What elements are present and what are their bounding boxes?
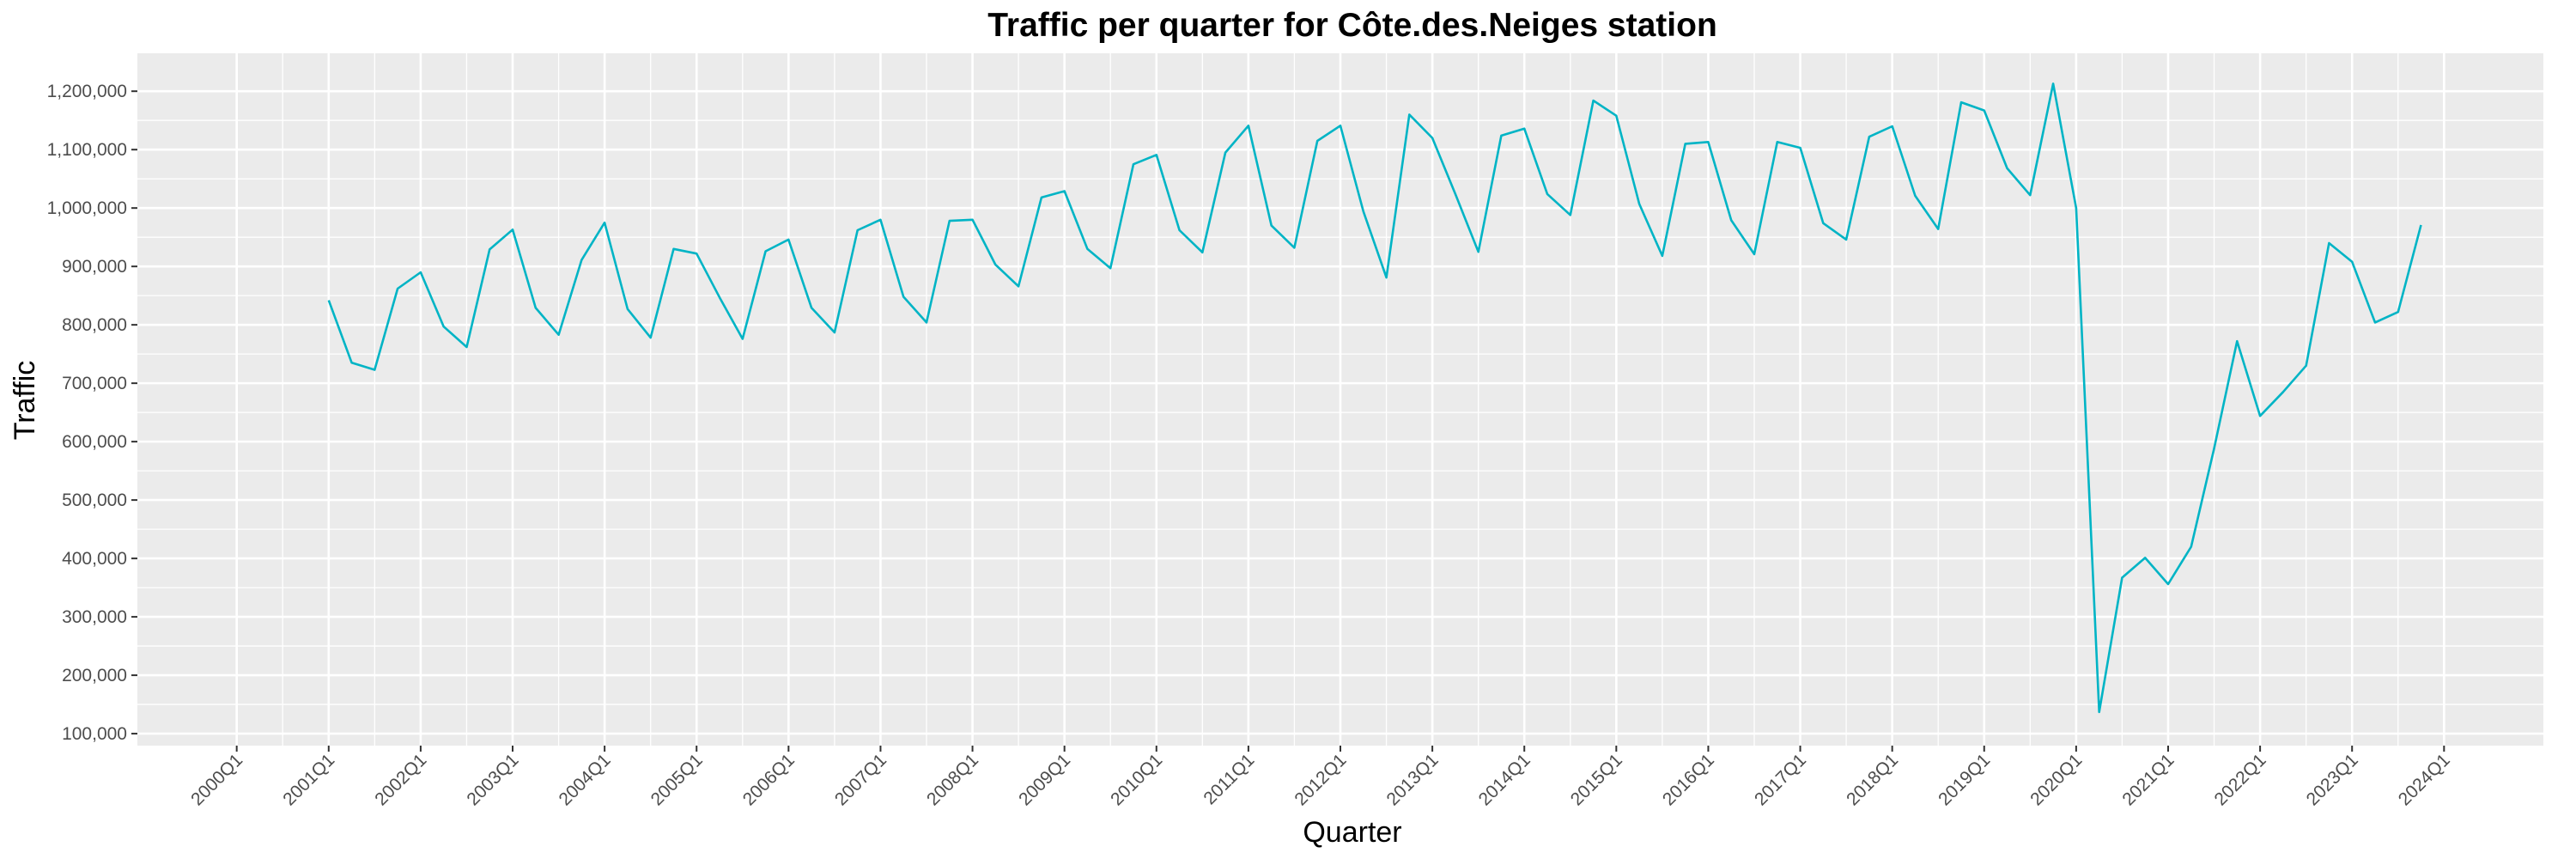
x-tick-label: 2018Q1: [1843, 750, 1902, 809]
x-tick-label: 2002Q1: [371, 750, 430, 809]
x-tick-label: 2014Q1: [1475, 750, 1534, 809]
y-tick-label: 1,200,000: [47, 82, 127, 101]
x-tick-label: 2009Q1: [1015, 750, 1074, 809]
x-tick-label: 2004Q1: [556, 750, 615, 809]
y-tick-label: 300,000: [62, 607, 127, 627]
x-tick-label: 2013Q1: [1383, 750, 1443, 809]
x-tick-label: 2016Q1: [1659, 750, 1718, 809]
x-tick-label: 2010Q1: [1107, 750, 1166, 809]
x-tick-label: 2008Q1: [923, 750, 982, 809]
x-tick-label: 2011Q1: [1200, 750, 1258, 808]
y-tick-label: 1,000,000: [47, 198, 127, 218]
y-tick-label: 800,000: [62, 315, 127, 335]
y-tick-label: 400,000: [62, 549, 127, 569]
y-axis: 100,000 200,000 300,000 400,000 500,000 600,0…: [47, 82, 137, 744]
x-tick-label: 2007Q1: [831, 750, 890, 809]
x-tick-label: 2024Q1: [2395, 750, 2454, 809]
x-tick-label: 2006Q1: [739, 750, 799, 809]
x-tick-label: 2022Q1: [2211, 750, 2270, 809]
y-tick-label: 600,000: [62, 432, 127, 452]
x-axis-title: Quarter: [1303, 816, 1401, 849]
y-tick-label: 200,000: [62, 666, 127, 685]
series-line-traffic: [327, 82, 2422, 714]
x-tick-label: 2019Q1: [1935, 750, 1994, 809]
y-tick-label: 700,000: [62, 374, 127, 393]
x-tick-label: 2003Q1: [463, 750, 522, 809]
x-tick-label: 2012Q1: [1291, 750, 1350, 809]
y-axis-title: Traffic: [9, 361, 41, 441]
y-tick-label: 500,000: [62, 490, 127, 510]
y-tick-label: 100,000: [62, 724, 127, 744]
x-tick-label: 2015Q1: [1567, 750, 1626, 809]
x-tick-label: 2023Q1: [2303, 750, 2362, 809]
chart-title: Traffic per quarter for Côte.des.Neiges …: [987, 7, 1717, 44]
y-tick-label: 900,000: [62, 257, 127, 277]
x-tick-label: 2005Q1: [647, 750, 707, 809]
x-axis: 2000Q1 2001Q1 2002Q1 2003Q1 2004Q1 2005Q1 2006…: [187, 746, 2454, 809]
x-tick-label: 2021Q1: [2118, 750, 2178, 809]
y-tick-label: 1,100,000: [47, 140, 127, 160]
x-tick-label: 2020Q1: [2026, 750, 2086, 809]
x-tick-label: 2001Q1: [279, 750, 338, 809]
x-tick-label: 2000Q1: [187, 750, 246, 809]
x-tick-label: 2017Q1: [1751, 750, 1810, 809]
major-gridlines: [137, 53, 2543, 746]
